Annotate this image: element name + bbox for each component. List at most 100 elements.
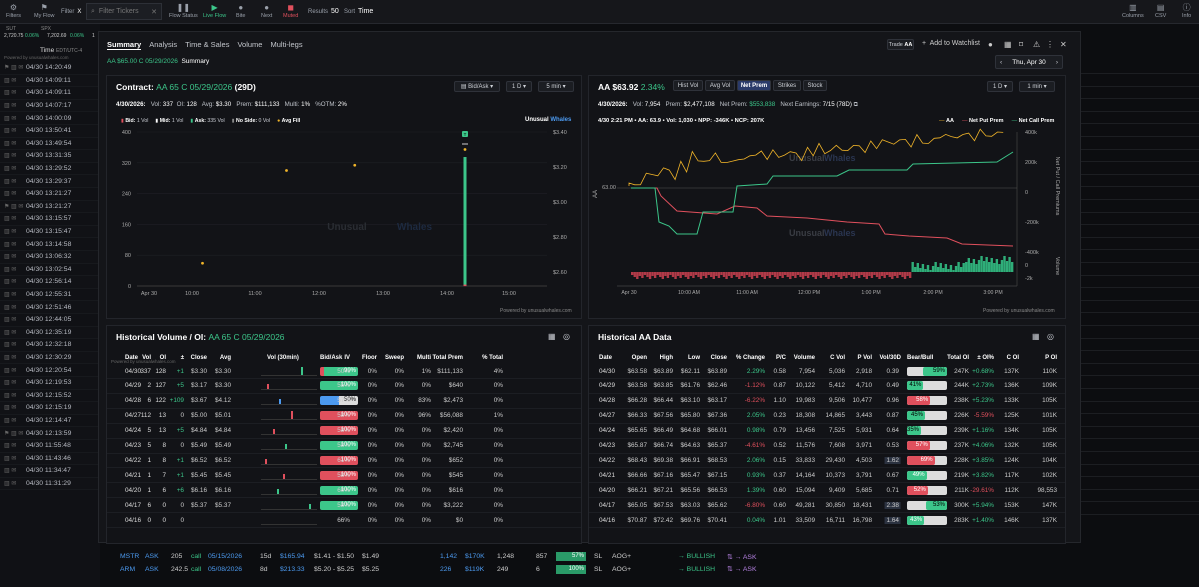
flow-row[interactable]: ▥ ✉ 04/30 14:09:11 xyxy=(0,87,100,100)
col-header[interactable]: Close xyxy=(190,354,207,361)
col-header[interactable]: Avg xyxy=(219,354,231,361)
row-icons[interactable]: ▥ ✉ xyxy=(4,115,17,122)
row-icons[interactable]: ⚑ ▥ ✉ xyxy=(4,430,24,437)
contract-link[interactable]: AA $65.00 C 05/29/2026 xyxy=(107,58,178,65)
row-icons[interactable]: ▥ ✉ xyxy=(4,191,17,198)
close-icon[interactable]: ✕ xyxy=(1060,40,1067,49)
flow-row[interactable]: ▥ ✉ 04/30 12:19:53 xyxy=(0,377,100,390)
row-icons[interactable]: ▥ ✉ xyxy=(4,468,17,475)
col-header[interactable]: Close xyxy=(710,354,727,361)
col-header[interactable]: Sweep xyxy=(384,354,404,361)
flow-row[interactable]: ⚑ ▥ ✉ 04/30 13:21:27 xyxy=(0,200,100,214)
flow-row[interactable]: ▥ ✉ 04/30 11:43:46 xyxy=(0,452,100,466)
flow-row[interactable]: ⚑ ▥ ✉ 04/30 14:20:49 xyxy=(0,62,100,75)
hist-aa-row[interactable]: 04/30 $63.58 $63.89 $62.11 $63.89 2.29% 0.58 7,… xyxy=(589,364,1065,379)
flow-row[interactable]: ▥ ✉ 04/30 13:29:52 xyxy=(0,163,100,176)
flow-row[interactable]: ▥ ✉ 04/30 13:02:54 xyxy=(0,264,100,277)
table-icon[interactable]: ▦ xyxy=(1032,332,1040,341)
flow-row[interactable]: ▥ ✉ 04/30 12:51:46 xyxy=(0,301,100,314)
flow-row[interactable]: ▥ ✉ 04/30 12:32:18 xyxy=(0,339,100,352)
col-header[interactable]: Date xyxy=(125,354,139,361)
row-icons[interactable]: ▥ ✉ xyxy=(4,77,17,84)
hist-vol-row[interactable]: 04/30 337 128 +1 $3.30 $3.30 99% 50% 0% 0% 1% $111,… xyxy=(107,364,581,379)
col-header[interactable]: Floor xyxy=(362,354,377,361)
row-icons[interactable]: ▥ ✉ xyxy=(4,405,17,412)
stock-interval-select[interactable]: 1 min ▾ xyxy=(1019,81,1055,92)
hist-vol-row[interactable]: 04/24 5 13 +5 $4.84 $4.84 100% 58% 0% 0% 0% $2,420 0… xyxy=(107,424,581,439)
flow-row[interactable]: ▥ ✉ 04/30 13:14:58 xyxy=(0,238,100,251)
row-icons[interactable]: ▥ ✉ xyxy=(4,418,17,425)
col-header[interactable]: Total Prem xyxy=(432,354,463,361)
flow-row[interactable]: ▥ ✉ 04/30 14:09:11 xyxy=(0,74,100,88)
legend-aa[interactable]: — AA xyxy=(939,118,954,124)
flow-row[interactable]: ▥ ✉ 04/30 11:31:29 xyxy=(0,477,100,491)
hist-aa-row[interactable]: 04/27 $66.33 $67.56 $65.80 $67.36 2.05% 0.23 18… xyxy=(589,409,1065,424)
legend-noside[interactable]: ▮ No Side: 0 Vol xyxy=(231,118,271,124)
date-picker[interactable]: ‹ Thu, Apr 30 › xyxy=(995,55,1063,69)
ticker-search[interactable]: ⌕ Filter Tickers ✕ xyxy=(86,3,162,20)
expand-icon[interactable]: ◎ xyxy=(1047,332,1054,341)
flow-row[interactable]: ⚑ ▥ ✉ 04/30 12:13:59 xyxy=(0,427,100,440)
flow-row[interactable]: ▥ ✉ 04/30 13:31:35 xyxy=(0,150,100,163)
hist-aa-row[interactable]: 04/29 $63.58 $63.85 $61.76 $62.46 -1.12% 0.87 1… xyxy=(589,379,1065,394)
legend-mid[interactable]: ▮ Mid: 1 Vol xyxy=(155,118,184,124)
tab-analysis[interactable]: Analysis xyxy=(149,40,178,49)
flow-status-tool[interactable]: ❚❚ Flow Status xyxy=(169,2,198,19)
hist-vol-row[interactable]: 04/23 5 8 0 $5.49 $5.49 100% 58% 0% 0% 0% $2,745 0% xyxy=(107,439,581,454)
col-header[interactable]: ± xyxy=(180,354,184,361)
hist-aa-row[interactable]: 04/22 $68.43 $69.38 $66.91 $68.53 2.06% 0.15 33… xyxy=(589,453,1065,469)
live-flow-tool[interactable]: ▶ Live Flow xyxy=(203,2,226,19)
col-header[interactable]: Vol (30min) xyxy=(267,354,299,361)
results-control[interactable]: Results 50 xyxy=(308,3,339,20)
flow-row[interactable]: ▥ ✉ 04/30 12:55:31 xyxy=(0,289,100,302)
flow-row[interactable]: ▥ ✉ 04/30 13:29:37 xyxy=(0,175,100,188)
legend-net-put[interactable]: — Net Put Prem xyxy=(961,118,1004,124)
columns-tool[interactable]: ▥ Columns xyxy=(1122,2,1144,19)
flow-row[interactable]: ▥ ✉ 04/30 12:35:19 xyxy=(0,326,100,340)
interval-select[interactable]: 5 min ▾ xyxy=(538,81,574,92)
row-icons[interactable]: ▥ ✉ xyxy=(4,455,17,462)
row-icons[interactable]: ▥ ✉ xyxy=(4,153,17,160)
row-icons[interactable]: ▥ ✉ xyxy=(4,229,17,236)
flow-row[interactable]: ▥ ✉ 04/30 13:15:47 xyxy=(0,225,100,239)
bite-tool[interactable]: ● Bite xyxy=(236,2,245,19)
flow-row[interactable]: ▥ ✉ 04/30 11:34:47 xyxy=(0,465,100,478)
row-icons[interactable]: ▥ ✉ xyxy=(4,90,17,97)
col-header[interactable]: Date xyxy=(599,354,613,361)
flow-row[interactable]: ▥ ✉ 04/30 14:07:17 xyxy=(0,99,100,113)
col-header[interactable]: Vol xyxy=(142,354,151,361)
hist-vol-row[interactable]: 04/27 112 13 0 $5.00 $5.01 100% 58% 0% 0% 96% $56,0… xyxy=(107,409,581,424)
row-icons[interactable]: ▥ ✉ xyxy=(4,481,17,488)
col-header[interactable]: Vol/30D xyxy=(879,354,901,361)
bookmark-icon[interactable]: ⌑ xyxy=(1019,40,1024,49)
row-icons[interactable]: ▥ ✉ xyxy=(4,292,17,299)
flow-row[interactable]: ▥ ✉ 04/30 12:30:29 xyxy=(0,351,100,365)
chevron-right-icon[interactable]: › xyxy=(1055,58,1058,66)
tab-multi-legs[interactable]: Multi-legs xyxy=(270,40,303,49)
table-icon[interactable]: ▦ xyxy=(548,332,556,341)
flow-row[interactable]: ▥ ✉ 04/30 13:21:27 xyxy=(0,188,100,201)
filter-chip[interactable]: Filter X xyxy=(61,3,81,20)
flow-row[interactable]: ▥ ✉ 04/30 12:15:19 xyxy=(0,402,100,415)
row-icons[interactable]: ▥ ✉ xyxy=(4,216,17,223)
row-icons[interactable]: ▥ ✉ xyxy=(4,254,17,261)
close-icon[interactable]: ✕ xyxy=(151,8,157,16)
col-header[interactable]: C OI xyxy=(1006,354,1019,361)
flow-row[interactable]: ▥ ✉ 04/30 12:20:54 xyxy=(0,364,100,377)
range-select[interactable]: 1 D ▾ xyxy=(506,81,532,92)
hist-vol-row[interactable]: 04/17 6 0 0 $5.37 $5.37 100% 58% 0% 0% 0% $3,222 0% xyxy=(107,498,581,514)
calculator-icon[interactable]: ▦ xyxy=(1004,40,1012,49)
next-tool[interactable]: ● Next xyxy=(261,2,272,19)
legend-net-call[interactable]: — Net Call Prem xyxy=(1011,118,1055,124)
bidask-select[interactable]: ▤ Bid/Ask ▾ xyxy=(454,81,500,92)
tab-strikes[interactable]: Strikes xyxy=(773,80,801,91)
col-header[interactable]: IV xyxy=(344,354,350,361)
col-header[interactable]: Bid/Ask xyxy=(320,354,343,361)
col-header[interactable]: Multi xyxy=(417,354,431,361)
row-icons[interactable]: ▥ ✉ xyxy=(4,241,17,248)
hist-vol-row[interactable]: 04/20 1 6 +6 $6.16 $6.16 100% 60% 0% 0% 0% $616 0% xyxy=(107,483,581,499)
settings-icon[interactable]: ⋮ xyxy=(1046,40,1054,49)
sort-control[interactable]: Sort Time xyxy=(344,3,373,20)
hist-aa-row[interactable]: 04/28 $66.28 $66.44 $63.10 $63.17 -6.22% 1.10 1… xyxy=(589,394,1065,409)
hist-vol-row[interactable]: 04/29 2 127 +5 $3.17 $3.30 100% 55% 0% 0% 0% $640 0% xyxy=(107,379,581,394)
